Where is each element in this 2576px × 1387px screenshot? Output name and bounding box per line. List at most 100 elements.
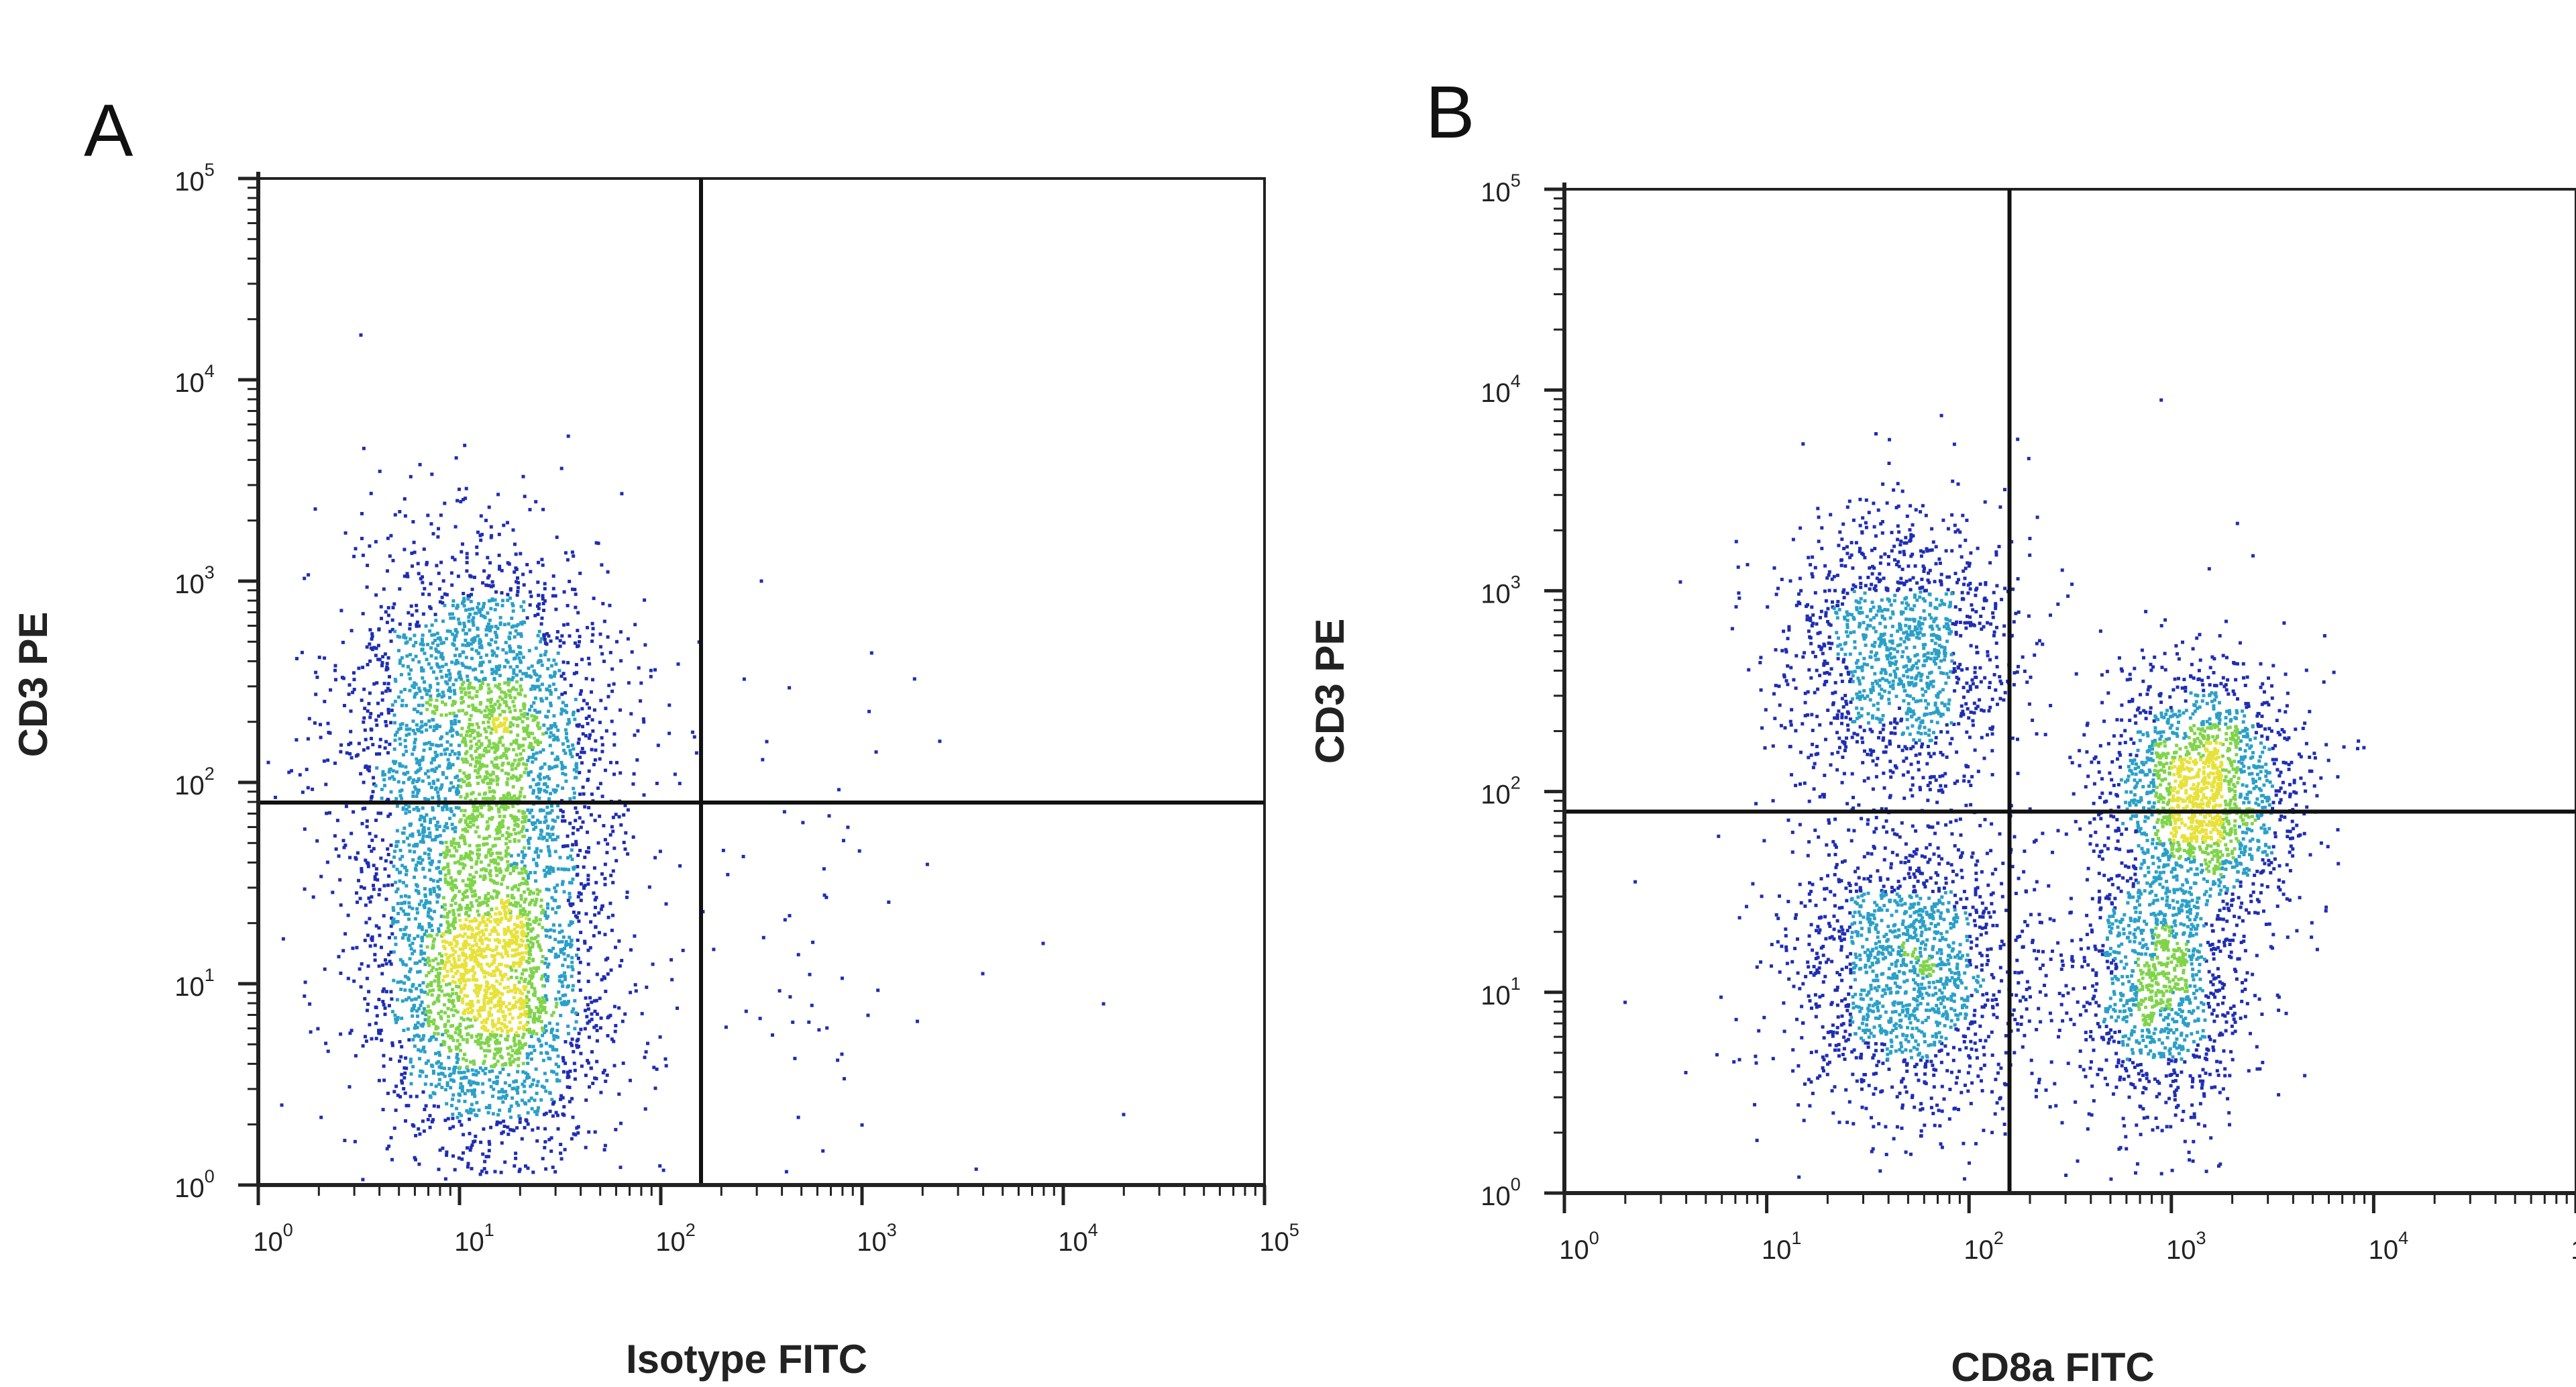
event-dot <box>522 1013 526 1017</box>
x-axis-title-a: Isotype FITC <box>626 1337 867 1382</box>
x-tick-label: 105 <box>1259 1220 1299 1257</box>
event-dot <box>421 639 425 644</box>
event-dot <box>437 692 441 697</box>
event-dot <box>566 1076 570 1080</box>
event-dot <box>575 873 579 877</box>
event-dot <box>475 552 479 556</box>
event-dot <box>431 757 435 761</box>
event-dot <box>550 752 554 755</box>
x-tick-exponent: 1 <box>484 1220 494 1240</box>
event-dot <box>655 782 659 785</box>
event-dot <box>486 898 490 903</box>
event-dot <box>425 728 429 732</box>
event-dot <box>504 837 508 841</box>
event-dot <box>405 750 409 754</box>
event-dot <box>423 652 427 656</box>
event-dot <box>546 727 550 731</box>
event-dot <box>600 750 604 754</box>
event-dot <box>427 1015 431 1019</box>
event-dot <box>523 909 527 913</box>
event-dot <box>497 829 501 833</box>
event-dot <box>530 664 534 668</box>
event-dot <box>555 1029 559 1033</box>
event-dot <box>546 906 549 910</box>
event-dot <box>393 850 397 854</box>
event-dot <box>465 925 469 929</box>
event-dot <box>460 701 464 705</box>
event-dot <box>571 988 575 992</box>
event-dot <box>457 1156 461 1160</box>
event-dot <box>440 905 444 909</box>
event-dot <box>366 1003 370 1007</box>
event-dot <box>504 750 508 753</box>
event-dot <box>559 1013 563 1017</box>
event-dot <box>402 1076 407 1080</box>
event-dot <box>504 658 508 662</box>
event-dot <box>503 972 507 976</box>
event-dot <box>313 721 317 725</box>
event-dot <box>404 974 407 978</box>
event-dot <box>474 677 478 681</box>
event-dot <box>372 682 376 686</box>
event-dot <box>541 1033 545 1037</box>
event-dot <box>522 1032 526 1036</box>
event-dot <box>418 1074 422 1078</box>
event-dot <box>421 1047 425 1051</box>
event-dot <box>539 1098 543 1102</box>
event-dot <box>521 815 525 819</box>
event-dot <box>459 857 463 861</box>
event-dot <box>521 1082 525 1086</box>
event-dot <box>517 746 521 750</box>
event-dot <box>445 915 449 919</box>
event-dot <box>537 789 541 793</box>
event-dot <box>459 785 463 788</box>
event-dot <box>593 1009 597 1013</box>
event-dot <box>524 1102 528 1106</box>
event-dot <box>555 755 559 759</box>
event-dot <box>338 878 342 882</box>
event-dot <box>455 774 459 778</box>
event-dot <box>502 874 506 878</box>
event-dot <box>443 501 447 505</box>
event-dot <box>429 981 433 985</box>
event-dot <box>457 1070 461 1074</box>
event-dot <box>439 1015 443 1019</box>
event-dot <box>462 680 466 684</box>
event-dot <box>483 1072 487 1076</box>
event-dot <box>542 1113 546 1117</box>
event-dot <box>464 665 468 669</box>
event-dot <box>529 687 533 691</box>
event-dot <box>347 692 351 697</box>
event-dot <box>385 621 389 625</box>
event-dot <box>471 1004 475 1008</box>
event-dot <box>445 593 449 597</box>
y-axis-title-a: CD3 PE <box>11 612 56 758</box>
event-dot <box>427 925 431 929</box>
event-dot <box>517 883 521 887</box>
event-dot <box>538 777 542 781</box>
event-dot <box>466 674 470 678</box>
event-dot <box>456 908 460 912</box>
event-dot <box>522 600 526 604</box>
event-dot <box>386 682 390 686</box>
event-dot <box>981 972 985 976</box>
event-dot <box>445 974 449 978</box>
event-dot <box>627 681 631 685</box>
event-dot <box>367 990 371 994</box>
event-dot <box>506 561 510 565</box>
event-dot <box>519 646 523 650</box>
event-dot <box>444 662 448 666</box>
event-dot <box>469 1018 472 1022</box>
event-dot <box>520 1137 524 1141</box>
event-dot <box>470 851 474 855</box>
event-dot <box>460 778 464 782</box>
event-dot <box>471 728 474 732</box>
event-dot <box>486 797 490 801</box>
event-dot <box>544 819 548 823</box>
event-dot <box>445 807 449 811</box>
event-dot <box>466 597 470 601</box>
event-dot <box>552 738 556 741</box>
event-dot <box>453 980 457 984</box>
event-dot <box>431 531 435 535</box>
